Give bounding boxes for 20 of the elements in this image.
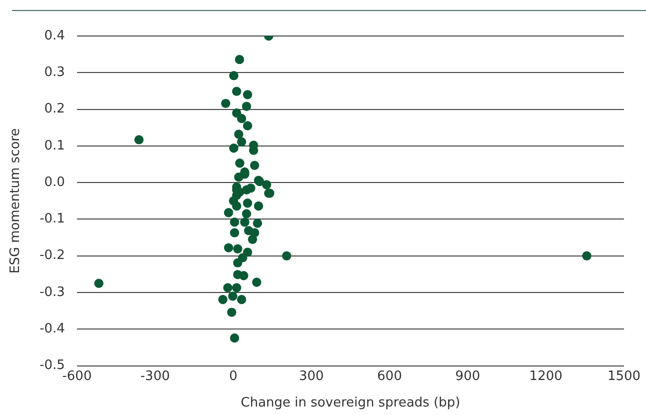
x-tick-label: -300 — [140, 368, 170, 384]
y-tick-label: -0.3 — [40, 284, 65, 300]
y-tick-label: 0.3 — [44, 65, 65, 80]
y-tick-label: 0.1 — [44, 138, 65, 154]
y-axis-title: ESG momentum score — [8, 128, 24, 274]
x-tick-label: 1500 — [607, 368, 641, 384]
y-tick-label: -0.4 — [40, 322, 65, 337]
y-tick-label: 0.4 — [44, 28, 65, 44]
x-tick-label: 900 — [455, 368, 480, 384]
y-tick-label: -0.5 — [40, 358, 65, 374]
y-tick-label: -0.2 — [40, 248, 65, 264]
x-tick-label: -600 — [62, 368, 92, 384]
x-tick-label: 1200 — [529, 368, 562, 384]
x-tick-label: 300 — [298, 368, 324, 384]
x-tick-label: 600 — [377, 368, 402, 384]
x-tick-label: 0 — [229, 368, 238, 384]
y-tick-label: 0.0 — [44, 174, 65, 190]
y-tick-label: 0.2 — [44, 102, 65, 117]
x-axis-title: Change in sovereign spreads (bp) — [240, 396, 460, 411]
y-tick-label: -0.1 — [40, 212, 65, 227]
